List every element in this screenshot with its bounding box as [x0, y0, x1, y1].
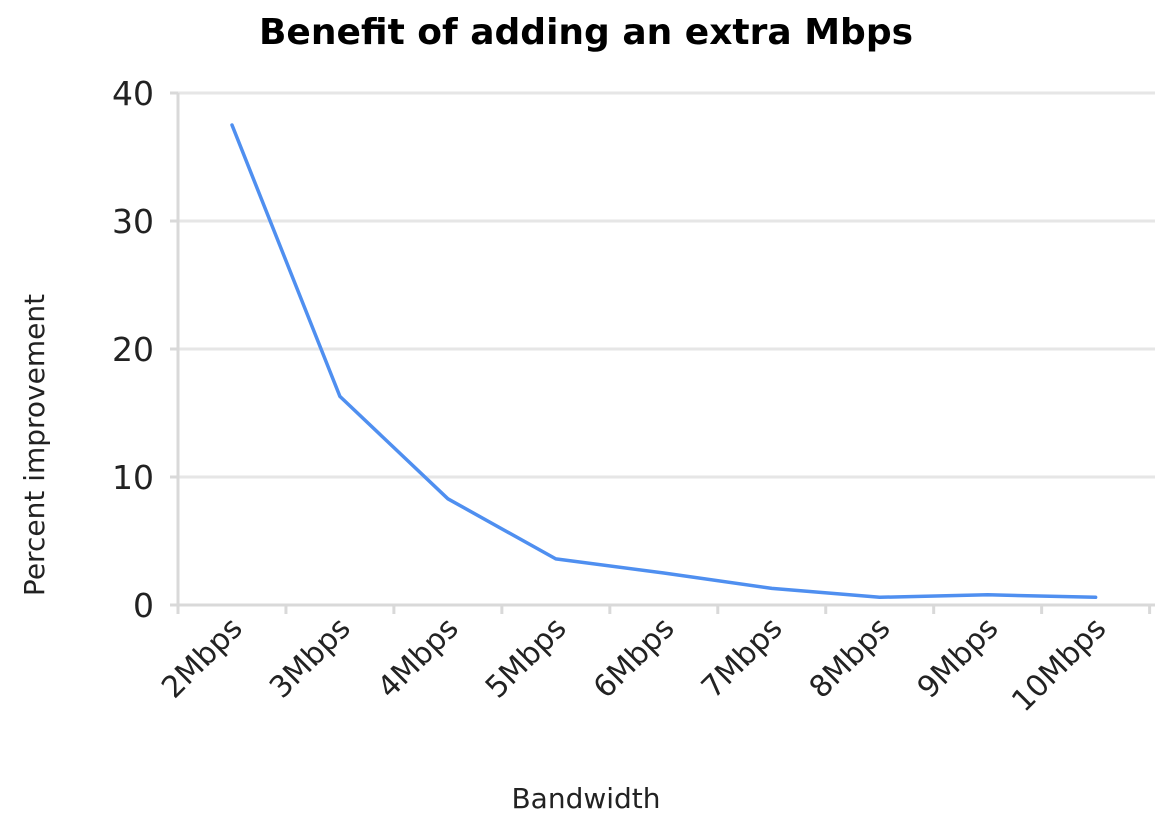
- data-point: [230, 123, 234, 127]
- chart-title: Benefit of adding an extra Mbps: [259, 12, 913, 53]
- y-tick-label: 40: [112, 74, 154, 113]
- x-tick-label: 3Mbps: [263, 611, 358, 706]
- data-point: [986, 593, 990, 597]
- x-tick-label: 7Mbps: [695, 611, 790, 706]
- data-point: [446, 497, 450, 501]
- data-point: [878, 595, 882, 599]
- data-point: [554, 557, 558, 561]
- data-point: [338, 394, 342, 398]
- x-tick-label: 8Mbps: [803, 611, 898, 706]
- axes: [170, 91, 1155, 614]
- gridlines: [178, 91, 1155, 479]
- y-tick-label: 30: [112, 202, 154, 241]
- series-group: [230, 123, 1098, 600]
- tick-labels: 0 10 20 30 40 2Mbps 3Mbps 4Mbps 5Mbps 6Mbps 7Mbps 8…: [112, 74, 1113, 719]
- series-line: [230, 123, 1098, 600]
- y-tick-label: 0: [133, 586, 154, 625]
- x-tick-label: 10Mbps: [1005, 611, 1113, 719]
- x-tick-label: 6Mbps: [587, 611, 682, 706]
- y-tick-label: 10: [112, 458, 154, 497]
- y-axis-label: Percent improvement: [18, 294, 51, 596]
- x-tick-label: 2Mbps: [155, 611, 250, 706]
- x-tick-label: 9Mbps: [911, 611, 1006, 706]
- data-point: [1094, 595, 1098, 599]
- data-point: [770, 586, 774, 590]
- data-point: [662, 571, 666, 575]
- x-tick-label: 5Mbps: [479, 611, 574, 706]
- y-tick-label: 20: [112, 330, 154, 369]
- x-axis-label: Bandwidth: [511, 782, 660, 815]
- x-tick-label: 4Mbps: [371, 611, 466, 706]
